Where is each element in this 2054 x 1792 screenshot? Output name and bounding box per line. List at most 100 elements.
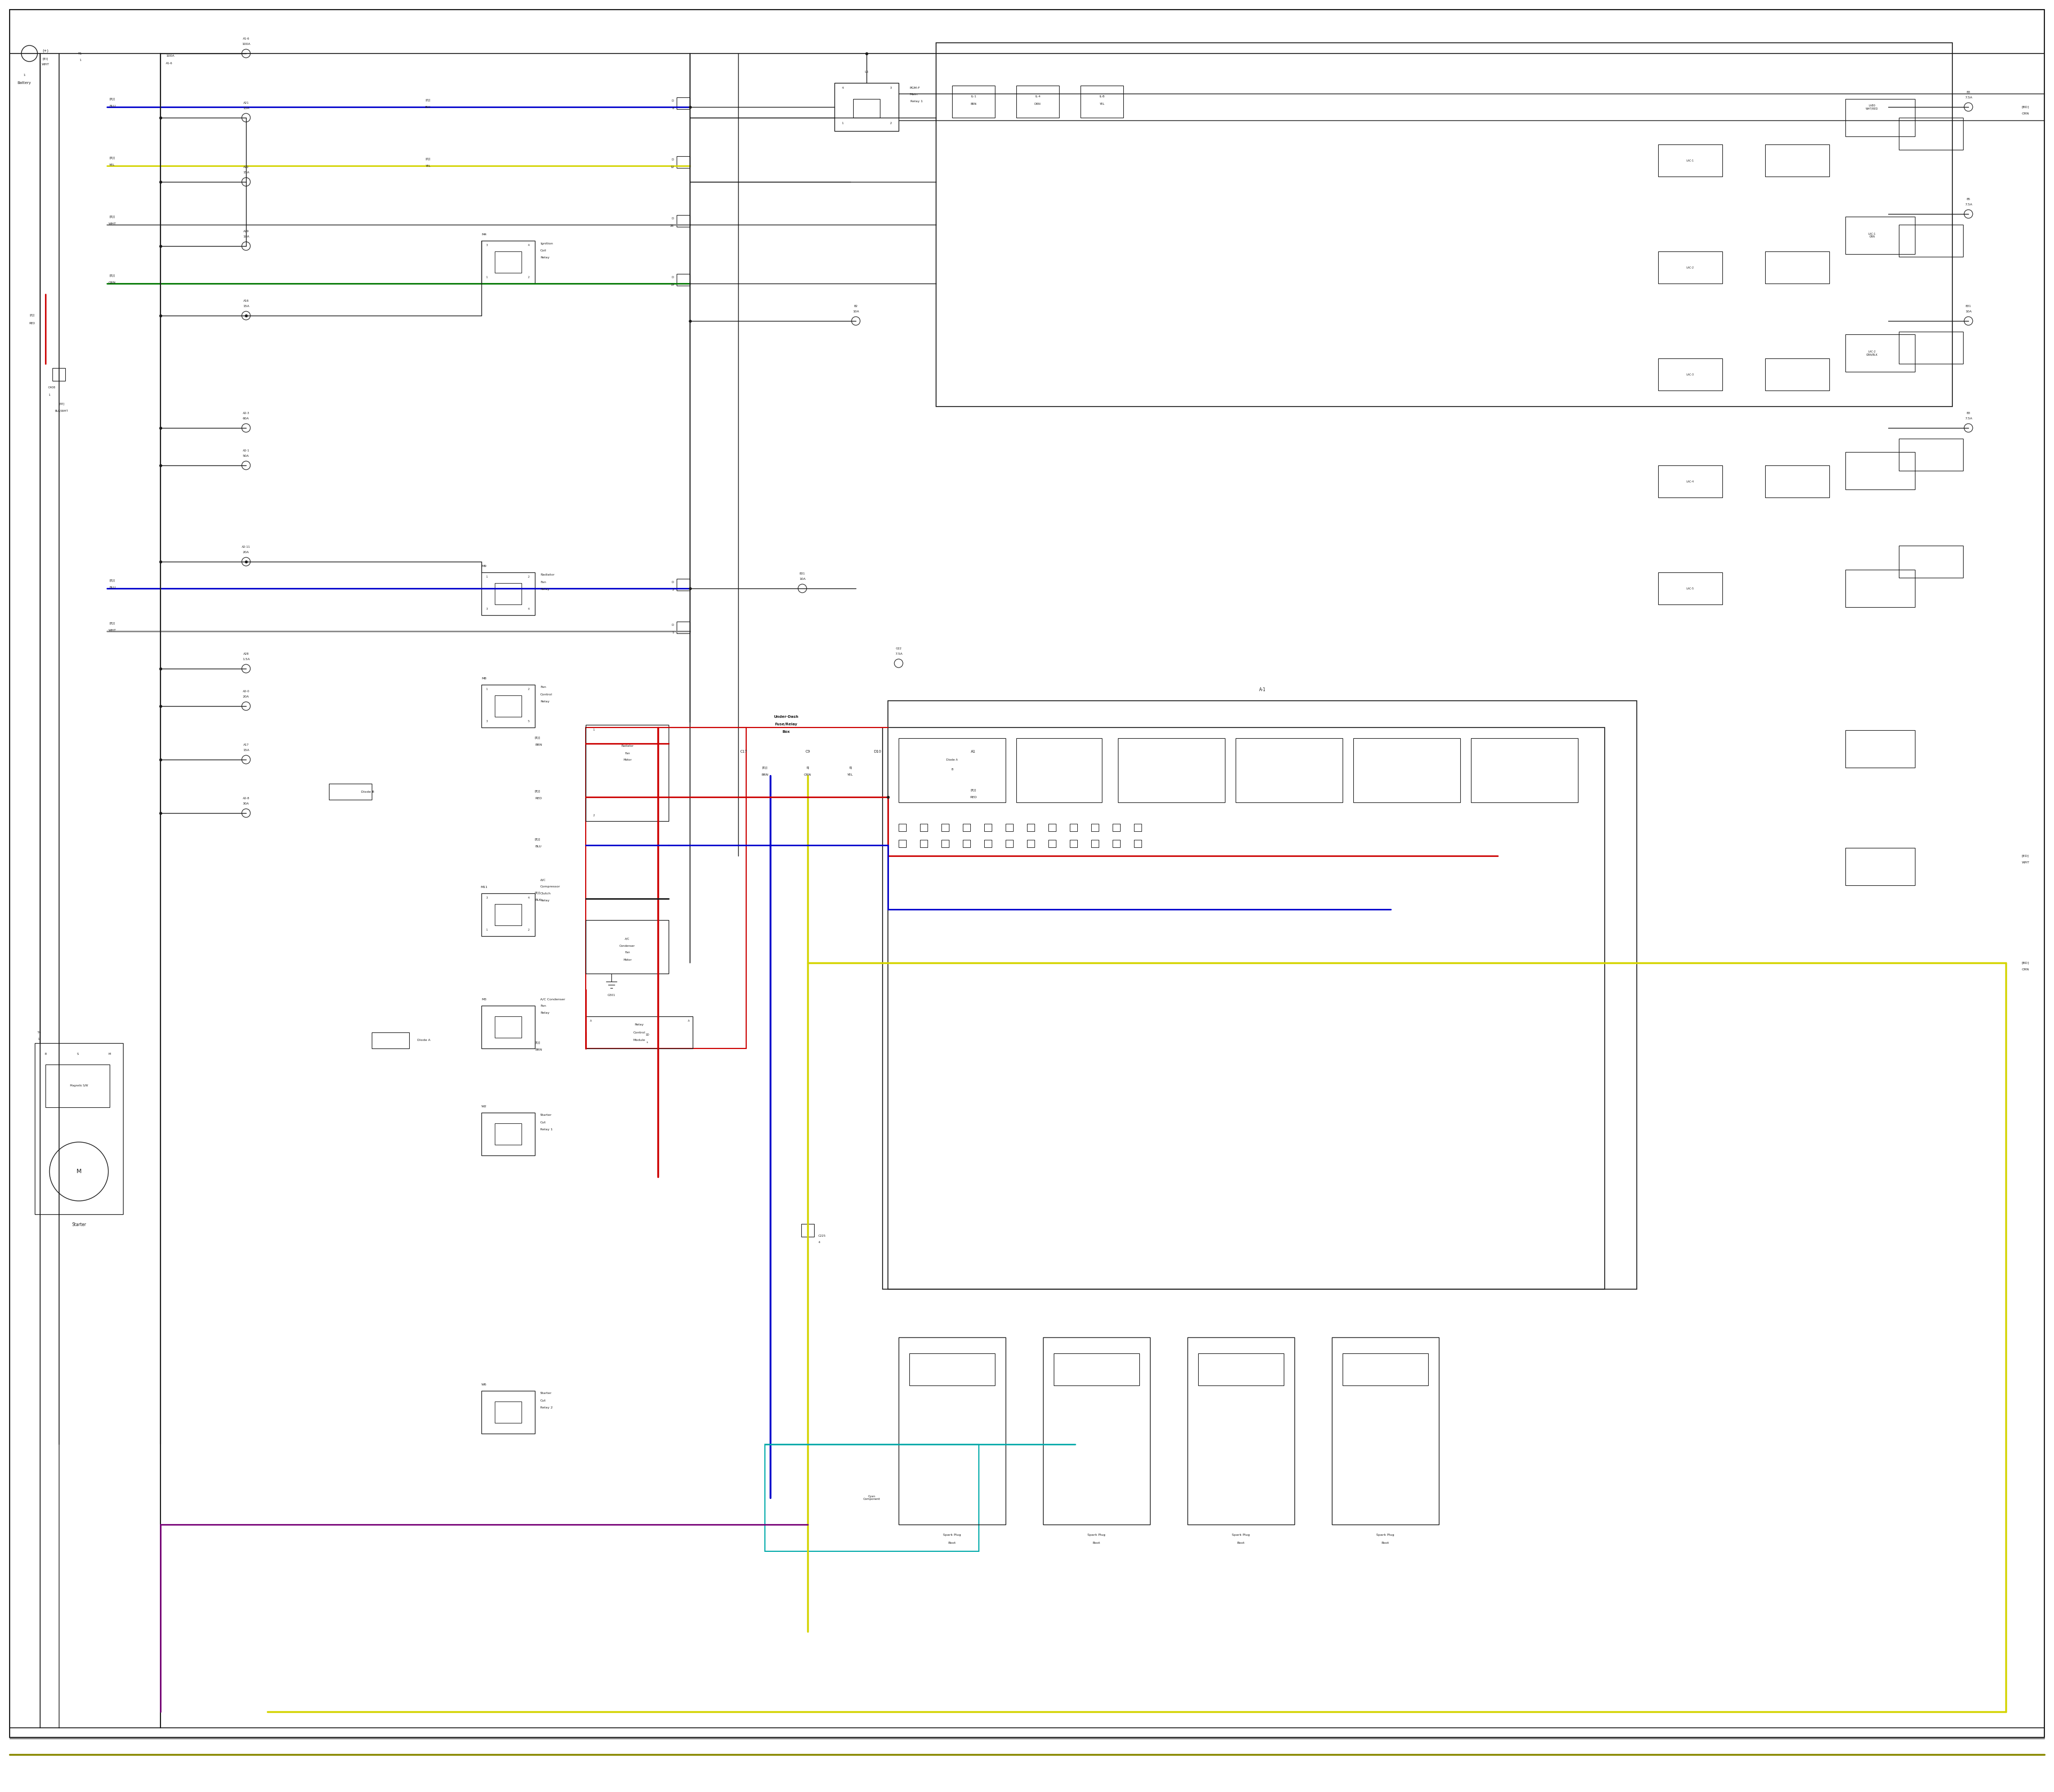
Text: A22: A22 [242,165,249,168]
Text: Boot: Boot [1093,1541,1101,1545]
Bar [481,1113,534,1156]
Text: B31: B31 [799,572,805,575]
Text: M9: M9 [481,564,487,568]
Text: T4: T4 [37,1030,41,1034]
Bar [372,1032,409,1048]
Text: C225: C225 [817,1235,826,1236]
Text: Relay 2: Relay 2 [540,1407,553,1409]
Bar [1898,224,1964,256]
Text: YEL: YEL [848,772,854,776]
Text: Ignition: Ignition [540,242,553,246]
Text: M: M [109,1052,111,1055]
Bar [963,840,969,848]
Bar [1764,251,1830,283]
Bar [1091,840,1099,848]
Bar [1658,251,1723,283]
Text: 15A: 15A [242,170,249,174]
Text: Main: Main [910,93,918,97]
Text: BRN: BRN [969,102,976,106]
Bar [1017,738,1101,803]
Text: [EJ]: [EJ] [972,788,976,792]
Text: Clutch: Clutch [540,892,550,896]
Text: Battery: Battery [16,81,31,84]
Text: D: D [672,276,674,278]
Text: Motor: Motor [622,959,633,961]
Text: YEL: YEL [1099,102,1105,106]
Bar [1187,1337,1294,1525]
Bar [1898,332,1964,364]
Text: [EJ]: [EJ] [534,839,540,840]
Text: BLU: BLU [425,106,431,109]
Text: [EJ]: [EJ] [534,790,540,794]
Text: LAC-5: LAC-5 [1686,588,1695,590]
Bar [1844,217,1914,254]
Bar [910,1353,994,1385]
Text: [EJ]: [EJ] [109,274,115,276]
Text: BLK: BLK [534,900,542,901]
Text: EJ: EJ [848,767,852,769]
Text: A1-6: A1-6 [242,38,249,39]
Text: 1D: 1D [645,1034,649,1036]
Text: 30A: 30A [242,803,249,805]
Text: M: M [76,1168,82,1174]
Text: B5: B5 [1966,197,1970,201]
Text: Cut: Cut [540,1122,546,1124]
Bar [676,97,690,109]
Text: A2-1: A2-1 [242,450,249,452]
Text: A17: A17 [242,744,249,745]
Text: PGM-F: PGM-F [910,88,920,90]
Text: YEL: YEL [109,163,115,167]
Text: 10A: 10A [852,310,859,312]
Text: Fan: Fan [624,952,631,953]
Text: D: D [672,217,674,220]
Bar [953,86,994,118]
Text: BRN: BRN [534,744,542,747]
Bar [1080,86,1124,118]
Bar [329,783,372,799]
Text: Fan: Fan [540,1005,546,1007]
Bar [1113,824,1119,831]
Text: Fuse/Relay: Fuse/Relay [774,722,797,726]
Bar [1354,738,1460,803]
Bar [834,82,900,131]
Text: B31: B31 [1966,305,1972,306]
Text: Magnetic S/W: Magnetic S/W [70,1084,88,1088]
Text: Control: Control [540,694,553,695]
Text: D10: D10 [873,751,881,753]
Bar [1197,1353,1284,1385]
Text: [EI]: [EI] [43,57,49,61]
Bar [1134,840,1142,848]
Text: RED: RED [534,797,542,799]
Text: Boot: Boot [1237,1541,1245,1545]
Text: Diode A: Diode A [417,1039,431,1041]
Bar [1658,358,1723,391]
Text: EJ: EJ [805,767,809,769]
Text: Boot: Boot [1382,1541,1389,1545]
Bar [53,367,66,382]
Text: Fan: Fan [540,686,546,688]
Text: Radiator: Radiator [620,745,635,747]
Bar [1764,466,1830,498]
Bar [45,1064,109,1107]
Text: DRN: DRN [1035,102,1041,106]
Bar [1027,840,1035,848]
Bar [1048,824,1056,831]
Text: C9: C9 [805,751,809,753]
Bar [585,724,670,821]
Bar [1070,824,1076,831]
Text: 15A: 15A [242,305,249,306]
Text: D: D [672,624,674,625]
Text: 7.5A: 7.5A [1964,97,1972,99]
Text: Spark Plug: Spark Plug [1376,1534,1395,1536]
Bar [1091,824,1099,831]
Bar [1331,1337,1440,1525]
Text: Relay: Relay [540,256,550,258]
Bar [1898,439,1964,471]
Text: M8: M8 [481,677,487,679]
Text: A21: A21 [242,102,249,104]
Text: M11: M11 [481,885,487,889]
Text: A/C Condenser: A/C Condenser [540,998,565,1000]
Text: [EJ]: [EJ] [109,97,115,100]
Text: [EJ]: [EJ] [425,99,431,102]
Text: [EJ]: [EJ] [425,158,431,161]
